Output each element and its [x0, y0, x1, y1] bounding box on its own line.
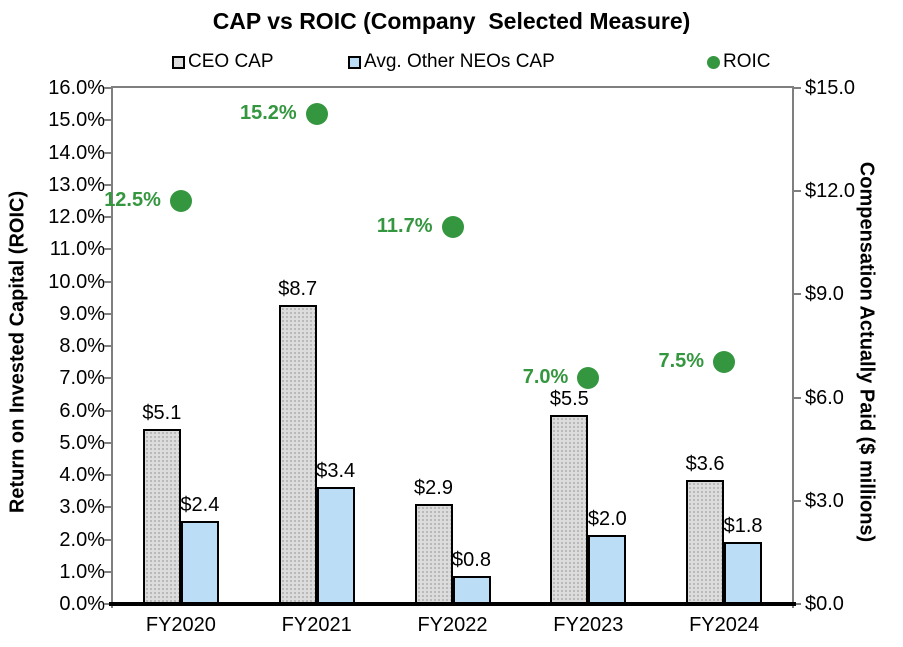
left-axis-tick-label: 2.0%: [59, 528, 105, 551]
bar-neos-cap-fy2020: [180, 521, 219, 604]
roic-label-fy2022: 11.7%: [376, 214, 433, 237]
left-axis-tick-label: 1.0%: [59, 560, 105, 583]
legend-item-ceo-cap: CEO CAP: [172, 51, 274, 73]
left-axis-tick-label: 3.0%: [59, 496, 105, 519]
bar-label-neos-cap-fy2024: $1.8: [723, 515, 763, 538]
bar-label-ceo-cap-fy2021: $8.7: [278, 277, 318, 300]
left-axis-tick: [104, 151, 111, 154]
left-axis-line: [111, 86, 113, 608]
left-axis-tick: [104, 312, 111, 315]
bar-label-neos-cap-fy2023: $2.0: [587, 508, 627, 531]
right-axis-tick: [794, 499, 801, 502]
bar-neos-cap-fy2022: [452, 576, 491, 604]
roic-dot-fy2024: [713, 351, 736, 374]
right-axis-tick-label: $3.0: [805, 489, 844, 512]
right-axis-tick: [794, 396, 801, 399]
right-axis-title: Compensation Actually Paid ($ millions): [855, 161, 878, 543]
legend-item-avg-other-neos-cap: Avg. Other NEOs CAP: [348, 51, 555, 73]
right-axis-tick-label: $12.0: [805, 180, 856, 203]
left-axis-tick: [104, 474, 111, 476]
chart-title: CAP vs ROIC (Company Selected Measure): [212, 8, 691, 34]
bar-ceo-cap-fy2024: [686, 480, 725, 604]
bar-neos-cap-fy2023: [588, 535, 627, 604]
roic-legend-marker-icon: [707, 55, 720, 69]
left-axis-tick: [104, 506, 111, 509]
roic-dot-fy2022: [441, 215, 464, 238]
left-axis-title: Return on Invested Capital (ROIC): [6, 190, 29, 514]
bar-ceo-cap-fy2023: [550, 414, 589, 604]
left-axis-tick-label: 12.0%: [48, 206, 105, 228]
bar-neos-cap-fy2024: [724, 542, 763, 604]
left-axis-tick: [104, 87, 111, 89]
bar-label-ceo-cap-fy2022: $2.9: [414, 477, 453, 500]
left-axis-tick: [104, 377, 111, 380]
right-axis-tick-label: $0.0: [805, 593, 844, 615]
left-axis-tick-label: 14.0%: [48, 141, 105, 164]
neos-cap-legend-marker-icon: [348, 55, 361, 69]
bar-ceo-cap-fy2020: [142, 428, 181, 604]
left-axis-tick-label: 4.0%: [59, 464, 105, 486]
ceo-cap-legend-marker-icon: [172, 55, 185, 69]
left-axis-tick-label: 9.0%: [59, 302, 105, 325]
bar-neos-cap-fy2021: [316, 487, 355, 604]
left-axis-tick-label: 8.0%: [59, 335, 105, 357]
right-axis-tick-label: $9.0: [805, 283, 844, 306]
left-axis-tick-label: 5.0%: [59, 431, 105, 454]
legend-label-ceo-cap: CEO CAP: [188, 51, 274, 72]
legend-item-roic: ROIC: [707, 51, 771, 73]
left-axis-tick: [104, 441, 111, 444]
x-axis-label-fy2023: FY2023: [553, 614, 624, 636]
x-axis-label-fy2022: FY2022: [417, 614, 488, 636]
right-axis-tick: [794, 87, 801, 89]
left-axis-tick: [104, 119, 111, 122]
plot-top-border: [111, 86, 794, 88]
left-axis-tick: [104, 216, 111, 218]
right-axis-tick: [794, 603, 801, 605]
bar-label-ceo-cap-fy2023: $5.5: [549, 387, 589, 410]
bar-label-ceo-cap-fy2020: $5.1: [142, 401, 182, 424]
roic-dot-fy2023: [577, 367, 600, 390]
left-axis-tick-label: 16.0%: [48, 77, 105, 99]
bar-label-ceo-cap-fy2024: $3.6: [685, 453, 725, 476]
roic-dot-fy2021: [305, 102, 328, 125]
left-axis-tick-label: 7.0%: [59, 367, 105, 390]
x-axis-line: [109, 602, 796, 606]
bar-label-neos-cap-fy2021: $3.4: [316, 460, 356, 483]
right-axis-tick: [794, 190, 801, 193]
left-axis-tick-label: 11.0%: [49, 238, 105, 261]
bar-ceo-cap-fy2021: [278, 304, 317, 604]
bar-ceo-cap-fy2022: [414, 504, 453, 604]
right-axis-tick-label: $6.0: [805, 386, 844, 409]
right-axis-tick-label: $15.0: [805, 77, 856, 99]
left-axis-tick: [104, 248, 111, 251]
left-axis-tick: [104, 409, 111, 412]
legend-label-avg-other-neos-cap: Avg. Other NEOs CAP: [364, 51, 555, 72]
bar-label-neos-cap-fy2020: $2.4: [180, 494, 220, 517]
right-axis-tick: [794, 293, 801, 296]
roic-label-fy2023: 7.0%: [522, 366, 569, 389]
left-axis-tick-label: 6.0%: [59, 399, 105, 422]
roic-label-fy2020: 12.5%: [104, 188, 161, 211]
left-axis-tick-label: 10.0%: [48, 270, 105, 293]
x-axis-label-fy2021: FY2021: [281, 614, 352, 636]
left-axis-tick-label: 15.0%: [48, 109, 105, 132]
left-axis-tick: [104, 603, 111, 605]
left-axis-tick: [104, 345, 111, 347]
left-axis-tick-label: 13.0%: [48, 173, 105, 196]
x-axis-label-fy2020: FY2020: [145, 614, 216, 636]
left-axis-tick: [104, 280, 111, 283]
left-axis-tick: [104, 538, 111, 541]
left-axis-tick-label: 0.0%: [59, 593, 105, 615]
left-axis-tick: [104, 570, 111, 573]
plot-area: $5.1 $2.4 12.5% FY2020 $8.7 $3.4 15.2% FY2021 $2…: [104, 86, 801, 636]
roic-label-fy2021: 15.2%: [239, 101, 297, 124]
x-axis-label-fy2024: FY2024: [689, 614, 760, 636]
left-axis-tick: [104, 183, 111, 186]
legend-label-roic: ROIC: [723, 51, 771, 72]
roic-label-fy2024: 7.5%: [658, 350, 705, 373]
roic-dot-fy2020: [169, 189, 192, 212]
right-axis-line: [792, 86, 794, 608]
bar-label-neos-cap-fy2022: $0.8: [452, 549, 491, 572]
